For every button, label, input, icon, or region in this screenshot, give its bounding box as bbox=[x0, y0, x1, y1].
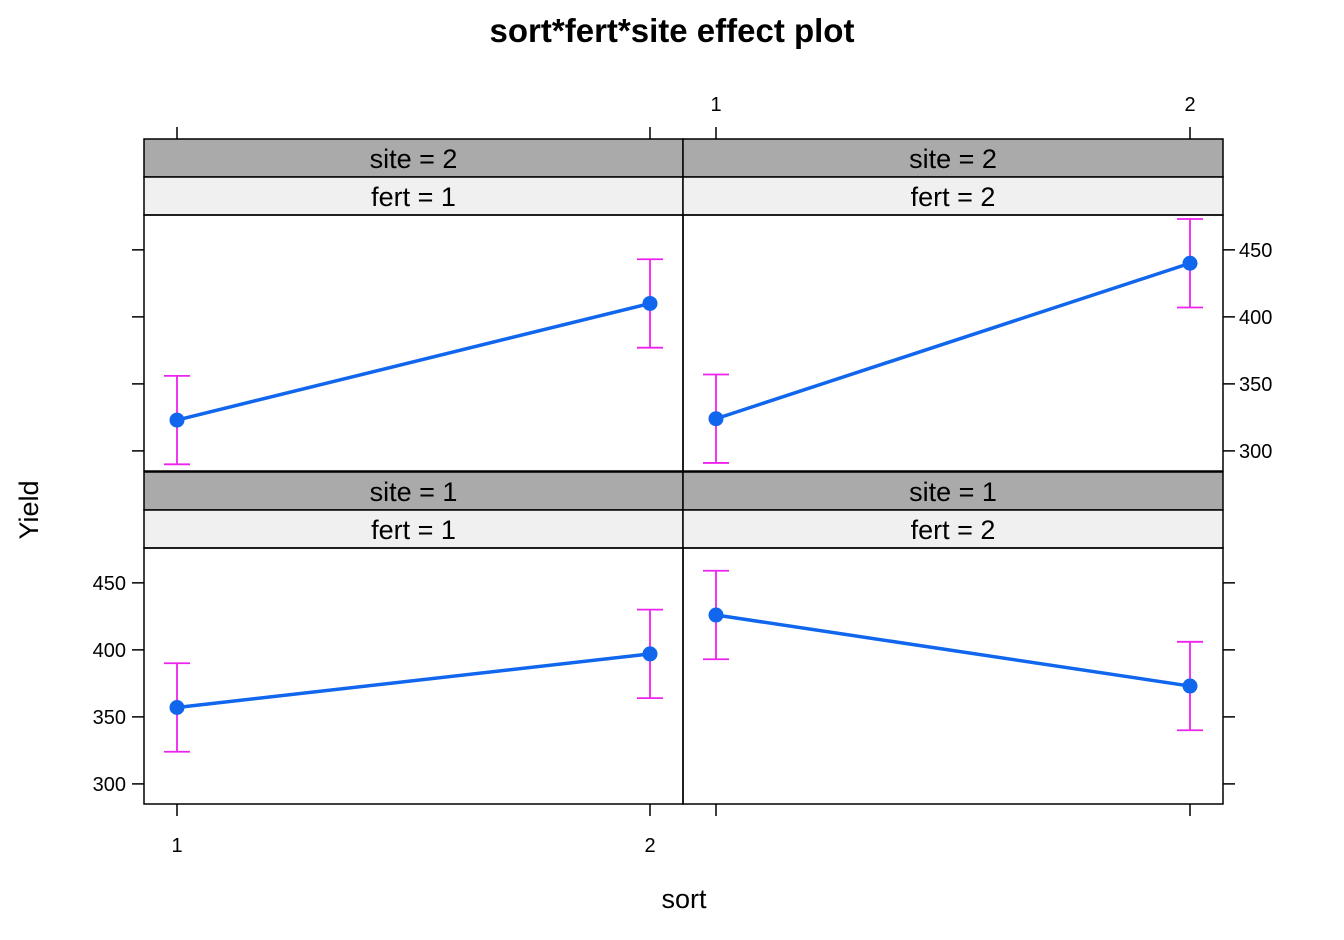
panel-3: site = 1 fert = 1 bbox=[143, 471, 684, 805]
panel-1: site = 2 fert = 1 bbox=[143, 138, 684, 472]
y-tick-label: 450 bbox=[1239, 240, 1272, 262]
data-point bbox=[708, 607, 724, 623]
strip-site bbox=[682, 471, 1224, 511]
x-tick-label: 1 bbox=[171, 835, 182, 857]
panel-4: site = 1 fert = 2 bbox=[682, 471, 1224, 805]
panel-frame bbox=[682, 214, 1224, 472]
strip-site-label: site = 2 bbox=[370, 144, 458, 174]
data-point bbox=[169, 699, 185, 715]
data-point bbox=[169, 412, 185, 428]
series-line bbox=[715, 613, 1191, 688]
series-line bbox=[176, 652, 651, 710]
data-point bbox=[1182, 255, 1198, 271]
strip-fert-label: fert = 2 bbox=[911, 182, 996, 212]
data-point bbox=[708, 411, 724, 427]
strip-site-label: site = 1 bbox=[370, 477, 458, 507]
x-tick-label: 2 bbox=[644, 835, 655, 857]
chart-title: sort*fert*site effect plot bbox=[490, 12, 855, 49]
strip-site-label: site = 1 bbox=[909, 477, 997, 507]
x-axis-label: sort bbox=[661, 884, 707, 914]
y-tick-label: 300 bbox=[1239, 441, 1272, 463]
strip-site-label: site = 2 bbox=[909, 144, 997, 174]
strip-fert-label: fert = 1 bbox=[371, 515, 456, 545]
y-tick-label: 400 bbox=[93, 640, 126, 662]
strip-fert-label: fert = 2 bbox=[911, 515, 996, 545]
y-tick-label: 350 bbox=[93, 707, 126, 729]
data-point bbox=[1182, 678, 1198, 694]
data-point bbox=[642, 295, 658, 311]
strip-fert bbox=[143, 176, 684, 216]
x-tick-label: 2 bbox=[1184, 94, 1195, 116]
axes: 300 350 400 450 1 2 300 350 400 450 1 2 bbox=[93, 94, 1273, 857]
y-tick-label: 450 bbox=[93, 573, 126, 595]
strip-fert bbox=[682, 176, 1224, 216]
strip-fert bbox=[682, 509, 1224, 549]
panel-2: site = 2 fert = 2 bbox=[682, 138, 1224, 472]
panel-frame bbox=[143, 547, 684, 805]
data-point bbox=[642, 646, 658, 662]
y-axis-label: Yield bbox=[14, 480, 44, 539]
panel-frame bbox=[682, 547, 1224, 805]
y-tick-label: 350 bbox=[1239, 374, 1272, 396]
x-tick-label: 1 bbox=[710, 94, 721, 116]
strip-site bbox=[143, 138, 684, 178]
panel-frame bbox=[143, 214, 684, 472]
series-line bbox=[715, 261, 1191, 421]
strip-fert-label: fert = 1 bbox=[371, 182, 456, 212]
y-tick-label: 300 bbox=[93, 774, 126, 796]
strip-site bbox=[682, 138, 1224, 178]
y-tick-label: 400 bbox=[1239, 307, 1272, 329]
series-line bbox=[176, 301, 651, 422]
